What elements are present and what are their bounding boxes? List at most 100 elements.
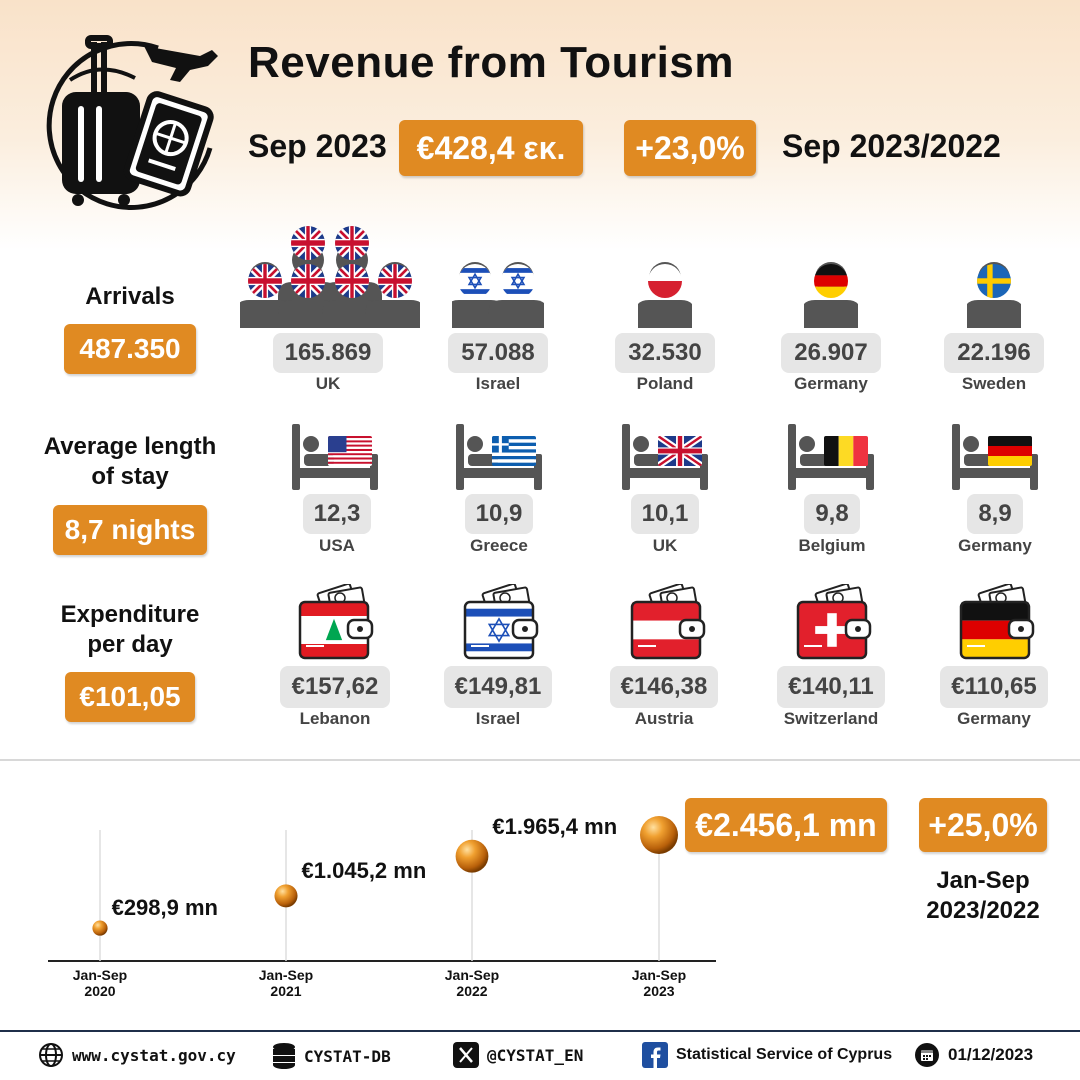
germany-flag-icon [814, 264, 848, 298]
comparison-label: Sep 2023/2022 [782, 128, 1001, 164]
expenditure-value-5: €110,65 [940, 666, 1048, 708]
person-icon [488, 300, 544, 328]
footer-date: 01/12/2023 [914, 1042, 1033, 1068]
wallet-austria-icon [630, 584, 706, 660]
uk-flag-icon [291, 264, 325, 298]
expenditure-country-2: Israel [475, 709, 521, 728]
expenditure-total-badge: €101,05 [65, 672, 195, 722]
israel-flag-icon [501, 264, 535, 298]
stay-value-5: 8,9 [967, 494, 1023, 534]
expenditure-country-5: Germany [957, 709, 1031, 728]
chart-change-period-line2: 2023/2022 [926, 897, 1040, 924]
person-icon [365, 300, 420, 328]
stay-country-2: Greece [470, 536, 528, 555]
chart-value-label: €1.045,2 mn [301, 858, 427, 884]
chart-point [274, 884, 298, 908]
wallet-germany-icon [959, 584, 1035, 660]
israel-flag-icon [465, 602, 533, 658]
expenditure-value-3: €146,38 [610, 666, 718, 708]
footer-twitter[interactable]: @CYSTAT_EN [453, 1042, 583, 1068]
stay-value-4: 9,8 [804, 494, 860, 534]
footer-facebook[interactable]: Statistical Service of Cyprus [642, 1042, 892, 1068]
footer-website-text: www.cystat.gov.cy [72, 1045, 236, 1065]
stay-label-line2: of stay [91, 463, 169, 490]
arrivals-label: Arrivals [85, 283, 175, 310]
person-icon [804, 300, 858, 328]
uk-flag-icon [291, 226, 325, 260]
stay-value-3: 10,1 [631, 494, 699, 534]
travel-icon [46, 35, 218, 210]
stay-label: Average length of stay [30, 432, 230, 492]
expenditure-country-3: Austria [634, 709, 694, 728]
uk-flag-icon [248, 264, 282, 298]
greece-flag-icon [492, 436, 536, 466]
sweden-traveller-icon [967, 262, 1021, 328]
sweden-flag-icon [977, 264, 1011, 298]
chart-change-period-line1: Jan-Sep [936, 867, 1030, 894]
stay-country-3: UK [652, 536, 678, 555]
expenditure-label-line2: per day [87, 631, 173, 658]
bed-belgium-icon [788, 424, 874, 490]
revenue-trend-chart [48, 816, 716, 962]
lebanon-flag-icon [300, 602, 368, 658]
person-icon [638, 300, 692, 328]
footer-divider [0, 1030, 1080, 1032]
bed-greece-icon [456, 424, 542, 490]
belgium-flag-icon [824, 436, 868, 466]
chart-latest-value-badge: €2.456,1 mn [685, 798, 887, 852]
germany-flag-icon [988, 436, 1032, 466]
person-icon [967, 300, 1021, 328]
stay-country-5: Germany [958, 536, 1032, 555]
footer-date-text: 01/12/2023 [948, 1045, 1034, 1064]
change-badge: +23,0% [624, 120, 756, 176]
poland-traveller-icon [638, 262, 692, 328]
arrivals-value-5: 22.196 [944, 333, 1044, 373]
expenditure-label: Expenditure per day [30, 600, 230, 660]
arrivals-value-4: 26.907 [781, 333, 881, 373]
chart-point [92, 920, 108, 936]
stay-country-4: Belgium [798, 536, 866, 555]
arrivals-country-1: UK [315, 374, 341, 393]
bed-germany-icon [952, 424, 1038, 490]
expenditure-country-1: Lebanon [299, 709, 371, 728]
calendar-icon [915, 1043, 939, 1067]
stay-label-line1: Average length [43, 433, 217, 460]
period-label: Sep 2023 [248, 128, 387, 164]
arrivals-country-3: Poland [636, 374, 694, 393]
israel-flag-icon [458, 264, 492, 298]
chart-value-label: €1.965,4 mn [492, 813, 618, 839]
expenditure-value-4: €140,11 [777, 666, 885, 708]
expenditure-country-4: Switzerland [783, 709, 879, 728]
chart-point [640, 816, 678, 854]
chart-tick-label: Jan-Sep 2023 [631, 967, 687, 999]
usa-flag-icon [328, 436, 372, 466]
expenditure-value-1: €157,62 [280, 666, 390, 708]
uk-flag-icon [335, 226, 369, 260]
footer-facebook-text: Statistical Service of Cyprus [676, 1046, 893, 1063]
stay-country-1: USA [319, 536, 355, 555]
uk-flag-icon [658, 436, 702, 466]
uk-travellers-icon [240, 226, 420, 328]
expenditure-label-line1: Expenditure [60, 601, 200, 628]
revenue-badge: €428,4 εκ. [399, 120, 583, 176]
arrivals-country-5: Sweden [961, 374, 1027, 393]
chart-point [455, 839, 489, 873]
stay-value-2: 10,9 [465, 494, 533, 534]
arrivals-country-4: Germany [794, 374, 868, 393]
footer-database-text: CYSTAT-DB [304, 1046, 391, 1066]
uk-flag-icon [335, 264, 369, 298]
page-title: Revenue from Tourism [248, 38, 734, 87]
arrivals-total-badge: 487.350 [64, 324, 196, 374]
stay-total-badge: 8,7 nights [53, 505, 207, 555]
expenditure-value-2: €149,81 [444, 666, 552, 708]
chart-tick-label: Jan-Sep 2022 [444, 967, 500, 999]
footer-website[interactable]: www.cystat.gov.cy [38, 1042, 236, 1068]
chart-value-label: €298,9 mn [111, 894, 218, 920]
chart-change-badge: +25,0% [919, 798, 1047, 852]
wallet-switzerland-icon [796, 584, 872, 660]
globe-icon [39, 1043, 63, 1067]
footer-twitter-text: @CYSTAT_EN [487, 1045, 584, 1065]
footer-database[interactable]: CYSTAT-DB [272, 1042, 391, 1070]
israel-travellers-icon [452, 262, 544, 328]
database-icon [273, 1043, 295, 1069]
